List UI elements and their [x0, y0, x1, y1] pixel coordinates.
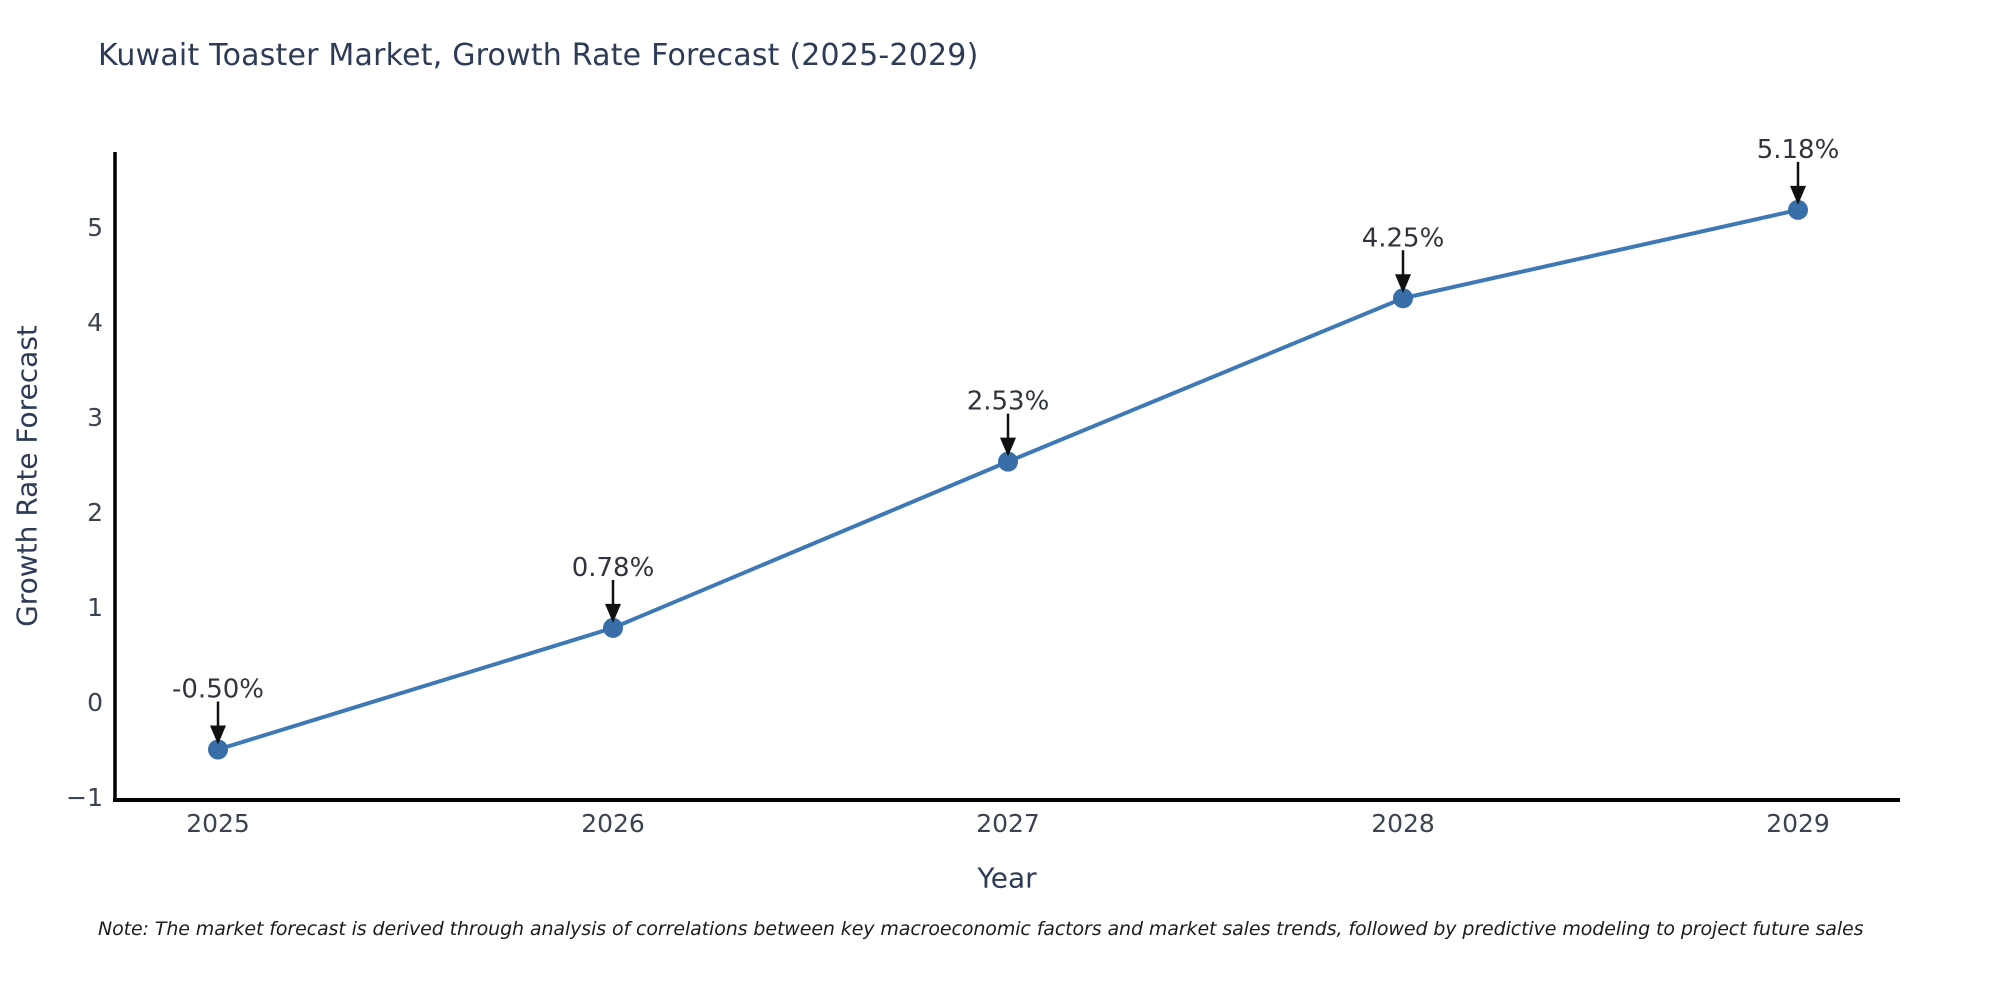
data-point-label: 5.18%	[1757, 135, 1840, 165]
data-point-label: 0.78%	[572, 553, 655, 583]
data-point-marker	[208, 739, 228, 760]
data-point-marker	[998, 451, 1018, 472]
y-tick-label: 2	[87, 498, 103, 527]
annotation-arrow-head	[210, 725, 226, 745]
data-point-label: 2.53%	[967, 387, 1050, 417]
y-tick-label: 0	[87, 688, 103, 717]
data-point-marker	[1788, 199, 1808, 220]
x-tick-label: 2029	[1766, 809, 1830, 838]
annotation-arrow-head	[1790, 185, 1806, 205]
data-point-label: 4.25%	[1362, 223, 1445, 253]
x-tick-label: 2026	[581, 809, 645, 838]
y-tick-label: 4	[87, 308, 103, 337]
chart-title: Kuwait Toaster Market, Growth Rate Forec…	[98, 38, 979, 73]
y-tick-label: 3	[87, 403, 103, 432]
x-tick-label: 2028	[1371, 809, 1435, 838]
data-point-marker	[603, 617, 623, 638]
x-tick-label: 2025	[186, 809, 250, 838]
y-tick-label: 5	[87, 213, 103, 242]
series-line	[216, 207, 1800, 752]
annotation-arrow-head	[1000, 437, 1016, 457]
data-point-marker	[1393, 288, 1413, 309]
data-point-label: -0.50%	[172, 675, 264, 705]
y-tick-label: −1	[66, 783, 103, 812]
y-tick-label: 1	[87, 593, 103, 622]
footnote: Note: The market forecast is derived thr…	[98, 918, 1864, 940]
x-axis-title: Year	[977, 861, 1037, 895]
x-tick-label: 2027	[976, 809, 1040, 838]
annotation-arrow-head	[1395, 274, 1411, 294]
annotation-arrow-head	[605, 603, 621, 623]
